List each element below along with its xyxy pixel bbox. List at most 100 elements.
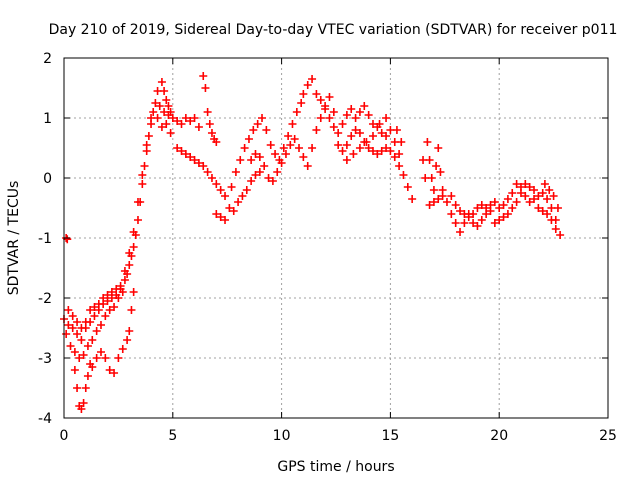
data-point [79, 399, 88, 407]
data-point [258, 114, 267, 122]
data-point [516, 183, 525, 191]
data-point [447, 210, 456, 218]
data-point [290, 135, 299, 143]
data-point [255, 153, 264, 161]
data-point [334, 141, 343, 149]
data-point [351, 114, 360, 122]
data-point [110, 303, 119, 311]
data-point [338, 147, 347, 155]
data-point [244, 135, 253, 143]
data-point [486, 201, 495, 209]
y-tick-label: -3 [38, 351, 52, 367]
data-point [395, 162, 404, 170]
x-tick-label: 5 [168, 428, 177, 444]
data-point [530, 195, 539, 203]
data-point [142, 141, 151, 149]
data-point [436, 168, 445, 176]
y-tick-label: 0 [43, 171, 52, 187]
data-point [347, 132, 356, 140]
data-point [225, 204, 234, 212]
data-point [360, 102, 369, 110]
data-point [75, 354, 84, 362]
data-point [199, 72, 208, 80]
data-point [157, 123, 166, 131]
data-point [149, 108, 158, 116]
data-point [216, 213, 225, 221]
data-point [512, 180, 521, 188]
data-point [451, 201, 460, 209]
data-point [456, 207, 465, 215]
data-point [447, 192, 456, 200]
data-point [349, 150, 358, 158]
data-point [525, 198, 534, 206]
data-point [508, 204, 517, 212]
data-point [101, 312, 110, 320]
y-tick-label: 1 [43, 111, 52, 127]
data-point [451, 219, 460, 227]
data-point [127, 306, 136, 314]
data-point [312, 90, 321, 98]
data-point [427, 174, 436, 182]
data-point [83, 372, 92, 380]
data-point [236, 156, 245, 164]
data-point [279, 144, 288, 152]
data-point [64, 321, 73, 329]
axis-ticks: 0 5 10 15 20 25 -4 -3 -2 -1 0 1 2 [38, 51, 617, 444]
data-point [190, 156, 199, 164]
data-point [342, 141, 351, 149]
data-point [107, 288, 116, 296]
data-point [212, 180, 221, 188]
data-point [512, 198, 521, 206]
data-point [377, 129, 386, 137]
data-point [181, 150, 190, 158]
data-point [207, 174, 216, 182]
data-point [105, 306, 114, 314]
data-point [308, 144, 317, 152]
data-point [543, 210, 552, 218]
data-point [83, 342, 92, 350]
data-point [90, 303, 99, 311]
data-point [386, 126, 395, 134]
data-point [334, 129, 343, 137]
data-point [177, 120, 186, 128]
data-point [253, 120, 262, 128]
data-point [312, 126, 321, 134]
data-point [125, 249, 134, 257]
data-point [194, 159, 203, 167]
data-point [260, 162, 269, 170]
data-point [242, 186, 251, 194]
y-tick-label: -2 [38, 291, 52, 307]
data-point [90, 312, 99, 320]
data-point [482, 210, 491, 218]
y-tick-label: 2 [43, 51, 52, 67]
data-point [325, 114, 334, 122]
data-point [118, 288, 127, 296]
data-point [553, 204, 562, 212]
data-point [88, 363, 97, 371]
data-point [249, 126, 258, 134]
data-point [157, 78, 166, 86]
data-point [382, 114, 391, 122]
data-point [390, 153, 399, 161]
data-point [229, 207, 238, 215]
data-point [355, 144, 364, 152]
data-point [221, 216, 230, 224]
data-point [425, 201, 434, 209]
data-point [503, 210, 512, 218]
data-point [377, 147, 386, 155]
data-point [205, 120, 214, 128]
data-point [268, 177, 277, 185]
data-point [386, 147, 395, 155]
data-point [469, 219, 478, 227]
data-point [325, 93, 334, 101]
data-point [144, 132, 153, 140]
data-point [303, 162, 312, 170]
x-tick-label: 10 [273, 428, 291, 444]
data-point [190, 114, 199, 122]
data-point [116, 282, 125, 290]
data-point [173, 144, 182, 152]
data-point [140, 162, 149, 170]
data-point [166, 108, 175, 116]
data-point [173, 117, 182, 125]
